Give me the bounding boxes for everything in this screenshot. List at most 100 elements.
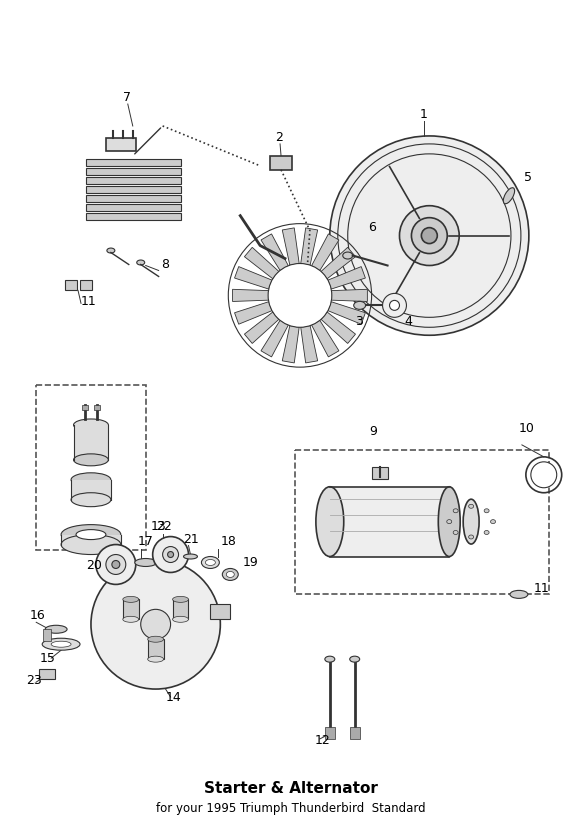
Circle shape (163, 546, 178, 563)
Ellipse shape (350, 656, 360, 662)
Circle shape (167, 551, 174, 558)
Polygon shape (282, 325, 299, 363)
Polygon shape (234, 302, 272, 324)
Ellipse shape (484, 531, 489, 535)
Ellipse shape (226, 572, 234, 578)
Ellipse shape (73, 419, 108, 431)
Ellipse shape (438, 487, 460, 556)
Ellipse shape (343, 252, 353, 259)
Ellipse shape (453, 531, 458, 535)
Text: 19: 19 (242, 556, 258, 569)
Polygon shape (321, 312, 356, 344)
Ellipse shape (469, 504, 473, 508)
Circle shape (153, 536, 188, 573)
Ellipse shape (202, 556, 219, 569)
Polygon shape (106, 138, 136, 151)
Text: 17: 17 (138, 535, 153, 548)
Bar (80, 280, 92, 290)
Polygon shape (311, 234, 339, 270)
Bar (39, 669, 55, 679)
Circle shape (399, 206, 459, 265)
Polygon shape (321, 247, 356, 279)
Bar (65, 280, 77, 290)
Ellipse shape (469, 535, 473, 539)
Polygon shape (328, 267, 366, 289)
Text: 6: 6 (368, 221, 375, 234)
Bar (86, 177, 181, 184)
Text: for your 1995 Triumph Thunderbird  Standard: for your 1995 Triumph Thunderbird Standa… (156, 802, 426, 815)
Text: 18: 18 (220, 535, 236, 548)
Bar (173, 599, 188, 620)
Text: 21: 21 (184, 532, 199, 545)
Text: 13: 13 (150, 520, 166, 532)
Polygon shape (244, 247, 279, 279)
Text: 1: 1 (419, 108, 427, 121)
Ellipse shape (184, 554, 198, 559)
Bar (86, 168, 181, 175)
Text: 2: 2 (275, 131, 283, 144)
Text: 5: 5 (524, 171, 532, 184)
Ellipse shape (137, 260, 145, 265)
Ellipse shape (147, 656, 164, 662)
Circle shape (112, 560, 120, 569)
Ellipse shape (205, 559, 215, 565)
Text: 7: 7 (123, 91, 131, 104)
Ellipse shape (123, 597, 139, 602)
Ellipse shape (484, 508, 489, 513)
Text: 8: 8 (161, 259, 168, 271)
Ellipse shape (135, 559, 157, 566)
Text: 4: 4 (405, 316, 412, 328)
Text: 3: 3 (354, 316, 363, 328)
Polygon shape (261, 234, 289, 270)
Text: 10: 10 (519, 422, 535, 435)
Polygon shape (282, 228, 299, 265)
Bar (86, 194, 181, 202)
Circle shape (96, 545, 136, 584)
Polygon shape (261, 321, 289, 357)
Bar (86, 185, 181, 193)
Text: 15: 15 (39, 652, 55, 665)
Polygon shape (244, 312, 279, 344)
Ellipse shape (71, 473, 111, 487)
Text: 14: 14 (166, 691, 181, 704)
Ellipse shape (173, 616, 188, 622)
Circle shape (389, 301, 399, 311)
Ellipse shape (173, 597, 188, 602)
Bar (330, 487, 449, 556)
Circle shape (91, 559, 220, 689)
Text: 20: 20 (86, 559, 102, 573)
Polygon shape (328, 302, 366, 324)
Bar (73, 425, 108, 460)
Ellipse shape (42, 639, 80, 650)
Circle shape (141, 609, 171, 639)
Ellipse shape (503, 188, 515, 204)
Polygon shape (301, 228, 318, 265)
Bar (295, 450, 549, 594)
Bar (86, 204, 181, 211)
Bar (71, 480, 111, 499)
Ellipse shape (447, 520, 452, 523)
Bar (123, 599, 139, 620)
Ellipse shape (73, 454, 108, 466)
Text: 9: 9 (370, 425, 378, 438)
Circle shape (330, 136, 529, 335)
Polygon shape (301, 325, 318, 363)
Bar (61, 535, 121, 545)
Ellipse shape (325, 656, 335, 662)
Text: 11: 11 (534, 583, 550, 596)
Ellipse shape (71, 493, 111, 507)
Ellipse shape (123, 616, 139, 622)
Bar (86, 159, 181, 166)
Circle shape (268, 264, 332, 327)
Bar (350, 727, 360, 739)
Ellipse shape (107, 248, 115, 253)
Ellipse shape (222, 569, 238, 580)
Polygon shape (233, 289, 268, 302)
Circle shape (412, 218, 447, 254)
Bar (147, 639, 164, 659)
Ellipse shape (316, 487, 344, 556)
Bar (371, 467, 388, 479)
Bar (325, 727, 335, 739)
Ellipse shape (354, 302, 366, 309)
Ellipse shape (453, 508, 458, 513)
